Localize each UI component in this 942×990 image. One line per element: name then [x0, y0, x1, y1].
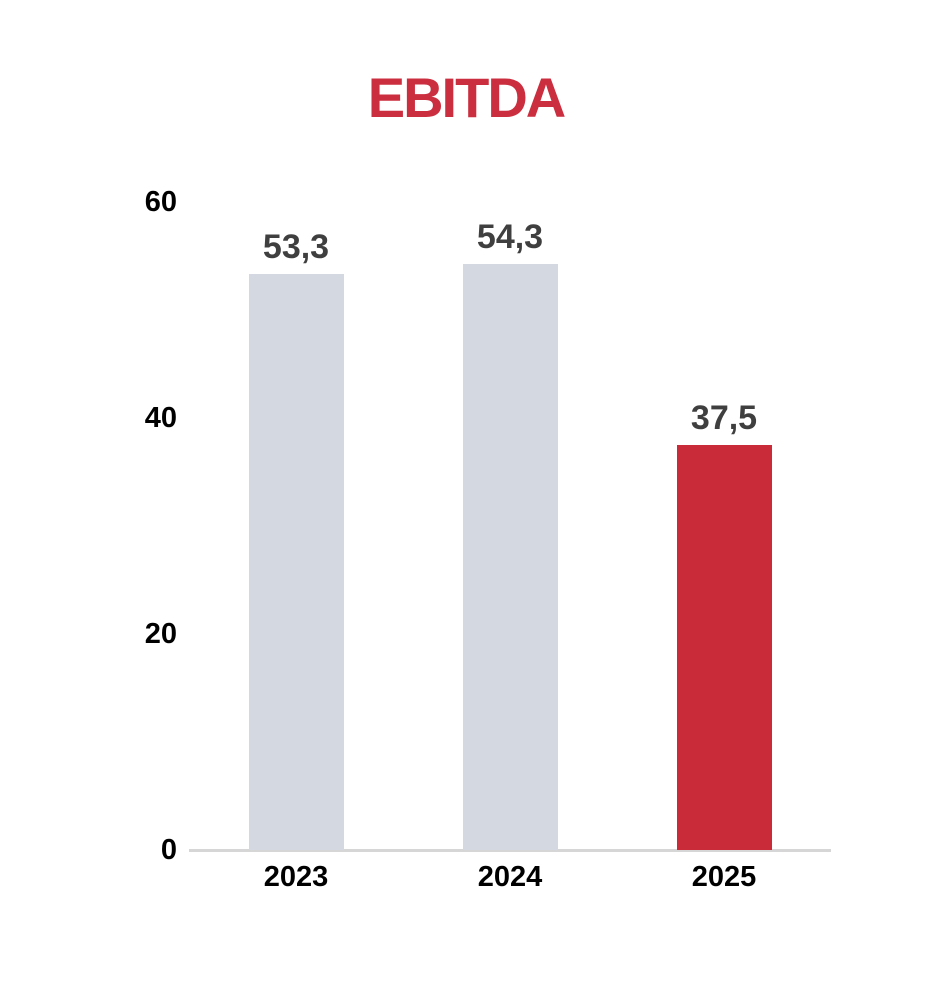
x-axis-line [189, 849, 831, 852]
x-category-label: 2023 [263, 861, 329, 893]
chart-title: EBITDA [367, 66, 566, 129]
y-tick-label: 0 [160, 834, 177, 866]
plot-area: 53,3 54,3 37,5 [189, 202, 831, 852]
bar-value-label: 53,3 [262, 228, 330, 267]
y-tick-label: 40 [144, 402, 177, 434]
bar-value-label: 37,5 [690, 399, 758, 437]
x-category-label: 2025 [691, 861, 757, 893]
y-tick-label: 60 [144, 186, 177, 218]
bar [248, 274, 344, 850]
x-category-label: 2024 [477, 861, 543, 893]
bar [462, 263, 558, 850]
bar [676, 445, 772, 850]
bar-value-label: 54,3 [476, 217, 544, 256]
y-tick-label: 20 [144, 618, 177, 650]
